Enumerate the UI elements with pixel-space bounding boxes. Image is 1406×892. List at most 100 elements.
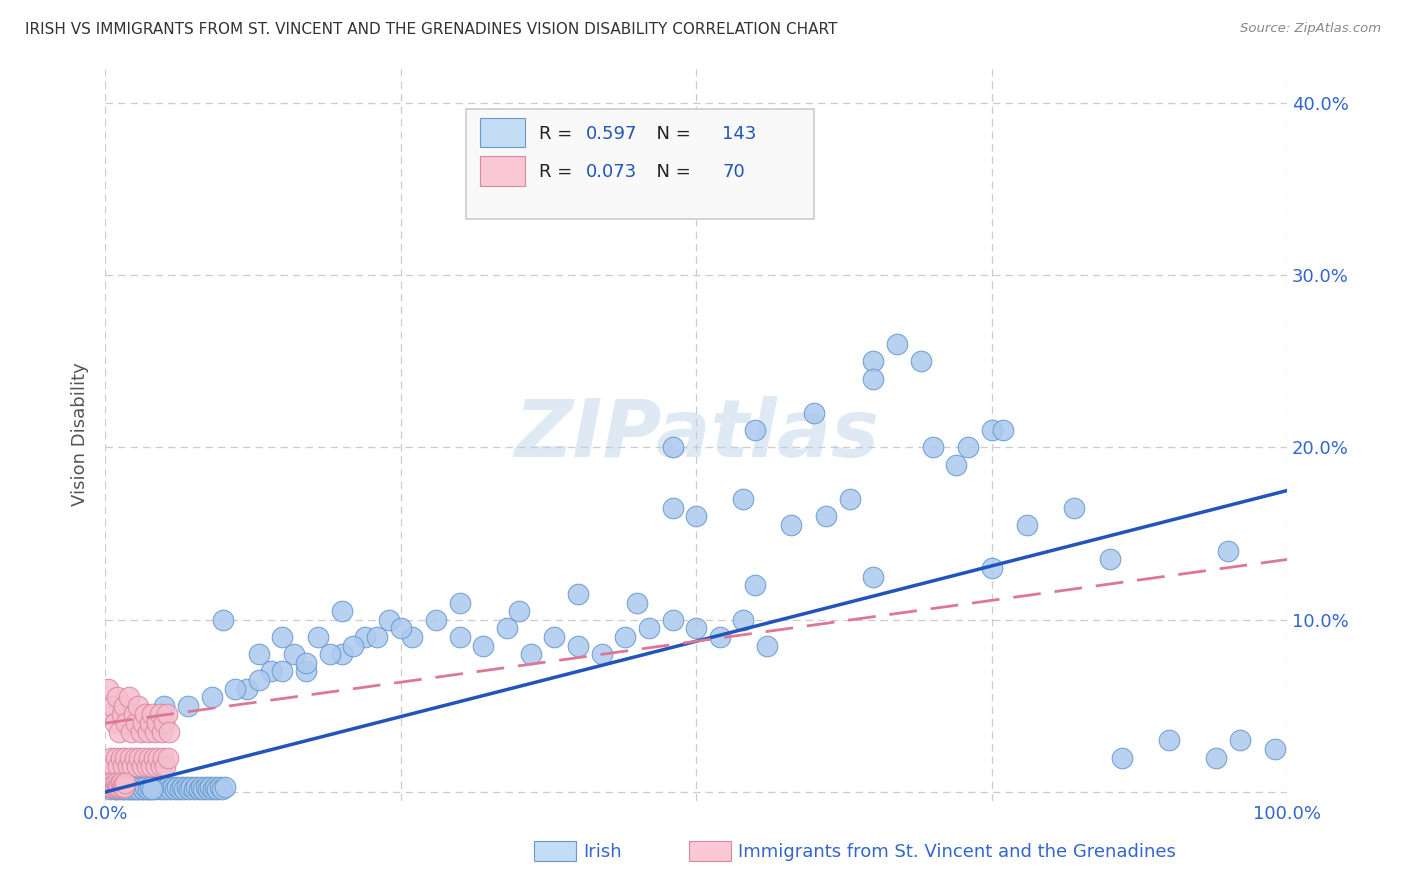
FancyBboxPatch shape: [465, 109, 814, 219]
Point: [177, 698, 200, 713]
Point: [862, 570, 884, 584]
Point: [685, 509, 707, 524]
FancyBboxPatch shape: [479, 118, 524, 147]
Point: [638, 621, 661, 635]
Point: [180, 780, 202, 794]
Point: [366, 630, 388, 644]
Point: [97, 759, 120, 773]
Point: [145, 759, 167, 773]
Point: [886, 337, 908, 351]
Point: [496, 621, 519, 635]
Text: R =: R =: [538, 163, 578, 181]
Point: [200, 780, 222, 794]
Point: [1098, 552, 1121, 566]
Point: [105, 690, 128, 705]
Point: [591, 647, 613, 661]
Point: [145, 781, 167, 796]
Point: [115, 780, 138, 794]
Point: [118, 780, 141, 794]
Point: [127, 781, 149, 796]
Point: [156, 780, 179, 794]
Point: [149, 781, 172, 796]
Point: [183, 781, 205, 796]
Point: [111, 780, 134, 794]
Point: [136, 781, 159, 796]
Point: [508, 604, 530, 618]
Point: [118, 690, 141, 705]
Point: [197, 781, 219, 796]
Point: [104, 716, 127, 731]
Y-axis label: Vision Disability: Vision Disability: [72, 363, 89, 507]
Point: [101, 780, 124, 794]
Point: [97, 776, 120, 790]
Point: [134, 707, 156, 722]
Point: [956, 441, 979, 455]
Point: [1157, 733, 1180, 747]
Point: [614, 630, 637, 644]
Point: [921, 441, 943, 455]
Point: [108, 780, 131, 794]
Point: [124, 750, 146, 764]
Point: [208, 780, 231, 794]
Point: [567, 639, 589, 653]
Point: [132, 716, 155, 731]
Point: [176, 780, 198, 794]
Point: [1063, 500, 1085, 515]
Point: [150, 724, 173, 739]
Point: [162, 780, 184, 794]
Point: [104, 780, 127, 794]
Point: [186, 780, 208, 794]
Point: [283, 647, 305, 661]
Point: [661, 500, 683, 515]
Point: [122, 707, 145, 722]
Point: [127, 698, 149, 713]
Text: IRISH VS IMMIGRANTS FROM ST. VINCENT AND THE GRENADINES VISION DISABILITY CORREL: IRISH VS IMMIGRANTS FROM ST. VINCENT AND…: [25, 22, 838, 37]
Point: [121, 759, 143, 773]
Point: [993, 423, 1015, 437]
Point: [201, 781, 224, 796]
Point: [1216, 544, 1239, 558]
Point: [744, 423, 766, 437]
Point: [111, 781, 134, 796]
Point: [98, 780, 121, 794]
Point: [149, 759, 172, 773]
Point: [779, 518, 801, 533]
Point: [107, 778, 129, 792]
Point: [709, 630, 731, 644]
Point: [118, 781, 141, 796]
Point: [733, 613, 755, 627]
Text: ZIPatlas: ZIPatlas: [513, 395, 879, 474]
Point: [134, 750, 156, 764]
Point: [945, 458, 967, 472]
Point: [111, 778, 134, 792]
Point: [117, 759, 139, 773]
Point: [120, 724, 142, 739]
Text: Irish: Irish: [583, 843, 621, 861]
Point: [98, 781, 121, 796]
Point: [129, 724, 152, 739]
Point: [194, 780, 217, 794]
Point: [425, 613, 447, 627]
Point: [378, 613, 401, 627]
Point: [139, 780, 162, 794]
Point: [155, 759, 177, 773]
Point: [295, 656, 318, 670]
Point: [157, 724, 180, 739]
Point: [271, 630, 294, 644]
Point: [173, 781, 195, 796]
Point: [135, 781, 157, 796]
Point: [134, 780, 156, 794]
Point: [307, 630, 329, 644]
Point: [319, 647, 342, 661]
Point: [142, 780, 165, 794]
Point: [236, 681, 259, 696]
Point: [214, 780, 236, 794]
Point: [148, 750, 170, 764]
Point: [472, 639, 495, 653]
Point: [156, 707, 179, 722]
Point: [97, 778, 120, 792]
Point: [354, 630, 377, 644]
Point: [117, 781, 139, 796]
Point: [142, 750, 165, 764]
Point: [97, 681, 120, 696]
